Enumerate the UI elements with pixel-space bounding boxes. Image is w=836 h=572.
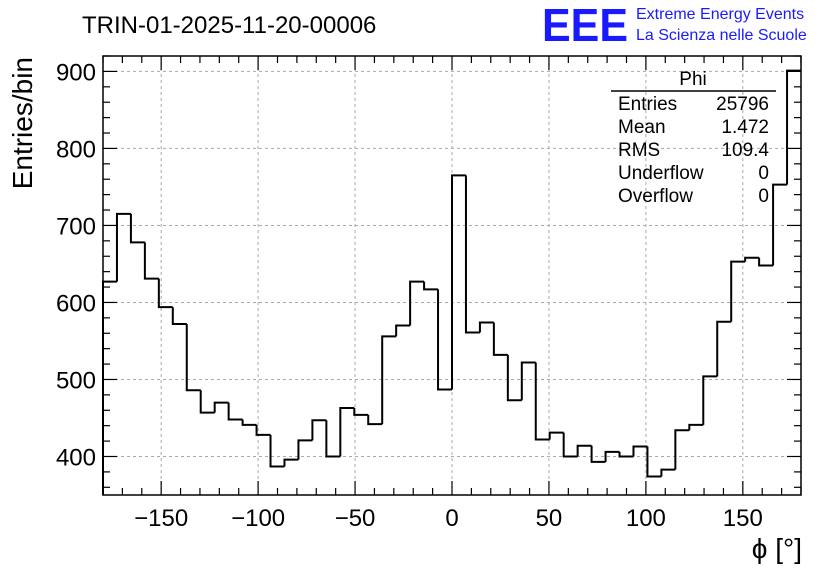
stats-row-label: RMS [618, 140, 660, 161]
histogram-bin [227, 402, 243, 421]
histogram-bin [646, 446, 662, 478]
stats-row-value: 1.472 [721, 117, 769, 138]
y-tick-label: 800 [56, 136, 96, 163]
y-tick-label: 900 [56, 59, 96, 86]
stats-row-label: Underflow [618, 163, 704, 184]
histogram-bin [520, 361, 536, 401]
histogram-bin [283, 458, 299, 467]
histogram-bin [618, 451, 634, 458]
histogram-bin [143, 242, 159, 280]
histogram-bin [199, 390, 215, 414]
logo-line-2: La Scienza nelle Scuole [636, 27, 807, 44]
histogram-bin [660, 468, 676, 477]
histogram-bin [786, 69, 801, 185]
y-axis-label: Entries/bin [7, 57, 38, 189]
histogram-bin [534, 362, 550, 441]
x-tick-label: 50 [536, 505, 563, 532]
histogram-bin [129, 213, 145, 244]
histogram-bin [744, 256, 760, 262]
stats-rows: Entries 25796 Mean 1.472 RMS 109.4 Underflow 0 O… [618, 94, 769, 207]
histogram-bin [381, 335, 397, 425]
histogram-bin [409, 280, 425, 326]
x-tick-label: 0 [445, 505, 458, 532]
stats-row-value: 109.4 [721, 140, 769, 161]
histogram-bin [157, 278, 173, 309]
stats-title: Phi [679, 69, 706, 90]
histogram-bin [241, 419, 257, 426]
stats-box: Phi Entries 25796 Mean 1.472 RMS 109.4 Underfl… [611, 69, 776, 207]
logo-line-1: Extreme Energy Events [636, 6, 804, 23]
histogram-bin [772, 183, 788, 266]
histogram-series [102, 69, 801, 495]
histogram-bin [353, 407, 369, 416]
histogram-bin [702, 375, 718, 425]
x-tick-label: −150 [134, 505, 188, 532]
x-tick-label: 150 [723, 505, 763, 532]
histogram-bin [423, 281, 439, 291]
histogram-bin [115, 212, 131, 282]
histogram-bin [395, 324, 411, 337]
histogram-bin [213, 401, 229, 413]
histogram-bin [451, 174, 466, 390]
histogram-bin [716, 320, 732, 377]
histogram-bin [562, 432, 578, 458]
x-tick-label: 100 [626, 505, 666, 532]
x-tick-label: −50 [335, 505, 376, 532]
histogram-bin [758, 257, 774, 267]
axis-ticks: −150 −100 −50 0 50 100 150 400 500 600 700 800 900 [56, 55, 802, 532]
histogram-bin [269, 434, 285, 468]
histogram-bin [492, 322, 508, 356]
histogram-bin [255, 424, 271, 436]
stats-row-label: Overflow [618, 186, 693, 207]
histogram-bin [506, 354, 522, 402]
stats-row-value: 0 [758, 163, 769, 184]
histogram-bin [576, 444, 592, 457]
y-tick-label: 400 [56, 444, 96, 471]
histogram-bin [478, 321, 494, 333]
y-tick-label: 600 [56, 290, 96, 317]
run-title: TRIN-01-2025-11-20-00006 [82, 12, 376, 39]
histogram-bin [464, 175, 480, 334]
x-axis-label: ϕ [°] [752, 533, 802, 564]
histogram-bin [171, 307, 187, 326]
histogram-bin [367, 414, 383, 426]
histogram-bin [102, 280, 117, 495]
histogram-bin [730, 260, 746, 322]
histogram-bin [688, 423, 704, 431]
y-tick-label: 700 [56, 213, 96, 240]
y-tick-label: 500 [56, 367, 96, 394]
histogram-bin [311, 419, 327, 441]
logo-mark: EEE [542, 0, 628, 51]
histogram-bin [185, 324, 201, 392]
histogram-bin [437, 289, 452, 391]
histogram-bin [548, 431, 564, 440]
histogram-bin [590, 445, 606, 463]
stats-row-value: 25796 [716, 94, 769, 115]
histogram-bin [297, 439, 313, 460]
x-tick-label: −100 [231, 505, 285, 532]
stats-row-label: Entries [618, 94, 677, 115]
histogram-bin [325, 420, 341, 458]
histogram-bin [674, 429, 690, 470]
histogram-bin [632, 445, 648, 457]
stats-row-value: 0 [758, 186, 769, 207]
histogram-bin [604, 450, 620, 462]
stats-row-label: Mean [618, 117, 666, 138]
histogram-bin [339, 406, 355, 457]
eee-logo: EEE Extreme Energy Events La Scienza nel… [542, 0, 807, 51]
